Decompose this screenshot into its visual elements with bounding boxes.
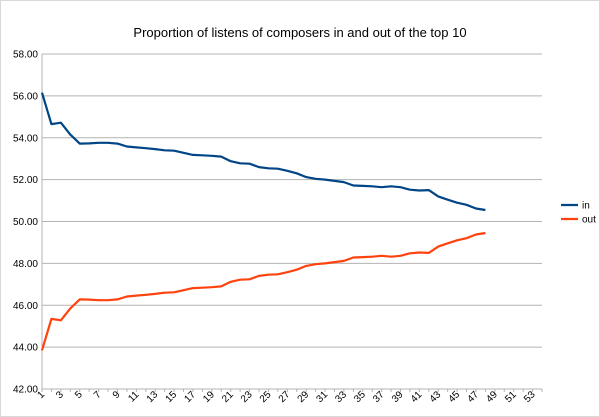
x-tick-label: 17: [182, 389, 198, 405]
x-tick-label: 29: [296, 389, 312, 405]
y-tick-label: 54.00: [13, 133, 38, 144]
x-tick-label: 19: [201, 389, 217, 405]
axes: [41, 54, 542, 390]
y-tick-label: 48.00: [13, 259, 38, 270]
x-tick-label: 49: [484, 389, 500, 405]
x-tick-label: 11: [126, 389, 141, 404]
x-tick-label: 15: [164, 389, 180, 405]
y-axis-ticks: 42.00 44.00 46.00 48.00 50.00 52.00 54.00 56.00…: [13, 50, 38, 396]
x-axis-ticks: 1 3 5 7 9 11 13 15 17 19 21 23 25 27 29 31 33 35 37 39 41 43 4…: [35, 389, 543, 405]
series-lines: [40, 92, 486, 351]
x-tick-label: 5: [73, 389, 85, 401]
y-tick-label: 52.00: [13, 175, 38, 186]
legend: in out: [561, 201, 596, 226]
y-tick-label: 58.00: [13, 50, 38, 61]
x-tick-label: 41: [409, 389, 425, 405]
grid-lines: [42, 53, 542, 390]
x-tick-label: 45: [447, 389, 463, 405]
x-tick-label: 43: [428, 389, 444, 405]
x-tick-label: 9: [111, 389, 123, 401]
x-tick-label: 31: [314, 389, 330, 405]
x-tick-label: 3: [54, 389, 66, 401]
chart-title: Proportion of listens of composers in an…: [133, 25, 467, 40]
x-tick-label: 51: [503, 389, 519, 405]
series-line-out: [40, 231, 486, 351]
x-tick-label: 53: [522, 389, 538, 405]
legend-label-in: in: [582, 201, 590, 212]
x-tick-label: 13: [145, 389, 161, 405]
y-tick-label: 50.00: [13, 217, 38, 228]
x-tick-label: 33: [333, 389, 349, 405]
y-tick-label: 44.00: [13, 343, 38, 354]
x-tick-label: 35: [352, 389, 368, 405]
series-line-in: [40, 92, 486, 212]
y-tick-label: 46.00: [13, 301, 38, 312]
x-tick-label: 37: [371, 389, 387, 405]
x-tick-label: 1: [35, 389, 47, 401]
y-tick-label: 56.00: [13, 91, 38, 102]
x-tick-label: 7: [92, 389, 104, 401]
legend-label-out: out: [582, 215, 596, 226]
x-tick-label: 27: [277, 389, 293, 405]
x-tick-label: 25: [258, 389, 274, 405]
x-tick-label: 39: [390, 389, 406, 405]
y-tick-label: 42.00: [13, 385, 38, 396]
x-tick-label: 21: [220, 389, 236, 405]
x-tick-label: 23: [239, 389, 255, 405]
x-tick-label: 47: [465, 389, 481, 405]
